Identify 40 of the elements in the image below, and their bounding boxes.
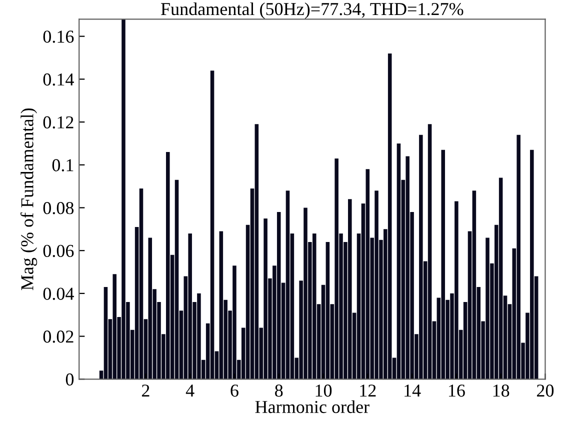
bar bbox=[139, 188, 144, 380]
x-tick-label: 6 bbox=[230, 384, 238, 397]
y-tick-label: 0.04 bbox=[43, 288, 74, 300]
bar bbox=[441, 150, 446, 380]
bar bbox=[148, 238, 152, 380]
y-tick-label: 0.08 bbox=[43, 202, 74, 214]
bar bbox=[366, 169, 370, 380]
y-tick-label: 0 bbox=[66, 373, 74, 386]
bar bbox=[276, 212, 281, 380]
bar bbox=[428, 124, 432, 380]
x-tick-label: 8 bbox=[275, 384, 283, 397]
bar bbox=[396, 143, 401, 380]
x-axis-title: Harmonic order bbox=[255, 400, 370, 414]
y-tick-label: 0.14 bbox=[43, 73, 74, 86]
x-tick-label: 18 bbox=[493, 384, 510, 397]
y-axis-title: Mag (% of Fundamental) bbox=[20, 108, 38, 290]
bar bbox=[254, 124, 259, 380]
x-tick-label: 20 bbox=[536, 384, 554, 397]
bar bbox=[286, 190, 290, 380]
x-tick-label: 2 bbox=[142, 384, 150, 397]
bar bbox=[312, 233, 316, 380]
bar bbox=[210, 70, 214, 380]
y-tick-label: 0.02 bbox=[43, 330, 74, 343]
x-tick-label: 14 bbox=[404, 384, 421, 397]
x-tick-label: 12 bbox=[360, 384, 376, 397]
bar bbox=[174, 180, 179, 380]
bar bbox=[326, 242, 330, 380]
bar bbox=[388, 53, 392, 380]
y-tick-label: 0.12 bbox=[43, 116, 74, 129]
bar bbox=[104, 287, 108, 380]
x-tick-label: 10 bbox=[316, 384, 332, 397]
y-tick-label: 0.16 bbox=[43, 30, 74, 43]
chart-title: Fundamental (50Hz)=77.34, THD=1.27% bbox=[161, 2, 464, 19]
x-tick-label: 4 bbox=[186, 384, 194, 397]
bar bbox=[472, 190, 476, 380]
bar bbox=[219, 231, 224, 380]
y-tick-label: 0.06 bbox=[43, 244, 74, 258]
bar bbox=[498, 178, 503, 380]
y-tick-label: 0.1 bbox=[52, 159, 74, 172]
x-tick-label: 16 bbox=[449, 384, 465, 397]
